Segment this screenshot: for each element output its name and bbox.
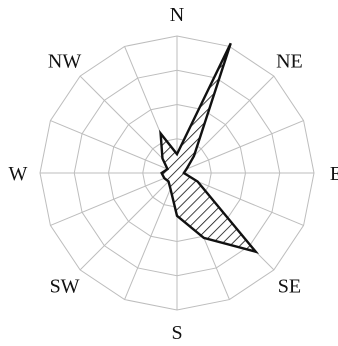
direction-label-ne: NE — [276, 51, 303, 73]
grid-spoke-nw — [79, 75, 178, 174]
grid-spoke-ssw — [124, 172, 178, 300]
grid-spoke-wnw — [50, 120, 178, 174]
grid-spoke-sw — [79, 172, 178, 271]
grid-spoke-wsw — [50, 172, 178, 226]
direction-label-s: S — [171, 322, 182, 344]
direction-labels: N NE E SE S SW W NW — [9, 4, 338, 344]
direction-label-w: W — [9, 163, 28, 185]
grid-spoke-ene — [176, 120, 304, 174]
series-layer — [159, 42, 260, 254]
direction-label-se: SE — [278, 275, 301, 297]
direction-label-sw: SW — [50, 275, 80, 297]
direction-label-e: E — [330, 163, 338, 185]
series-area-0 — [159, 42, 260, 254]
direction-label-nw: NW — [48, 51, 81, 73]
direction-label-n: N — [170, 4, 184, 26]
